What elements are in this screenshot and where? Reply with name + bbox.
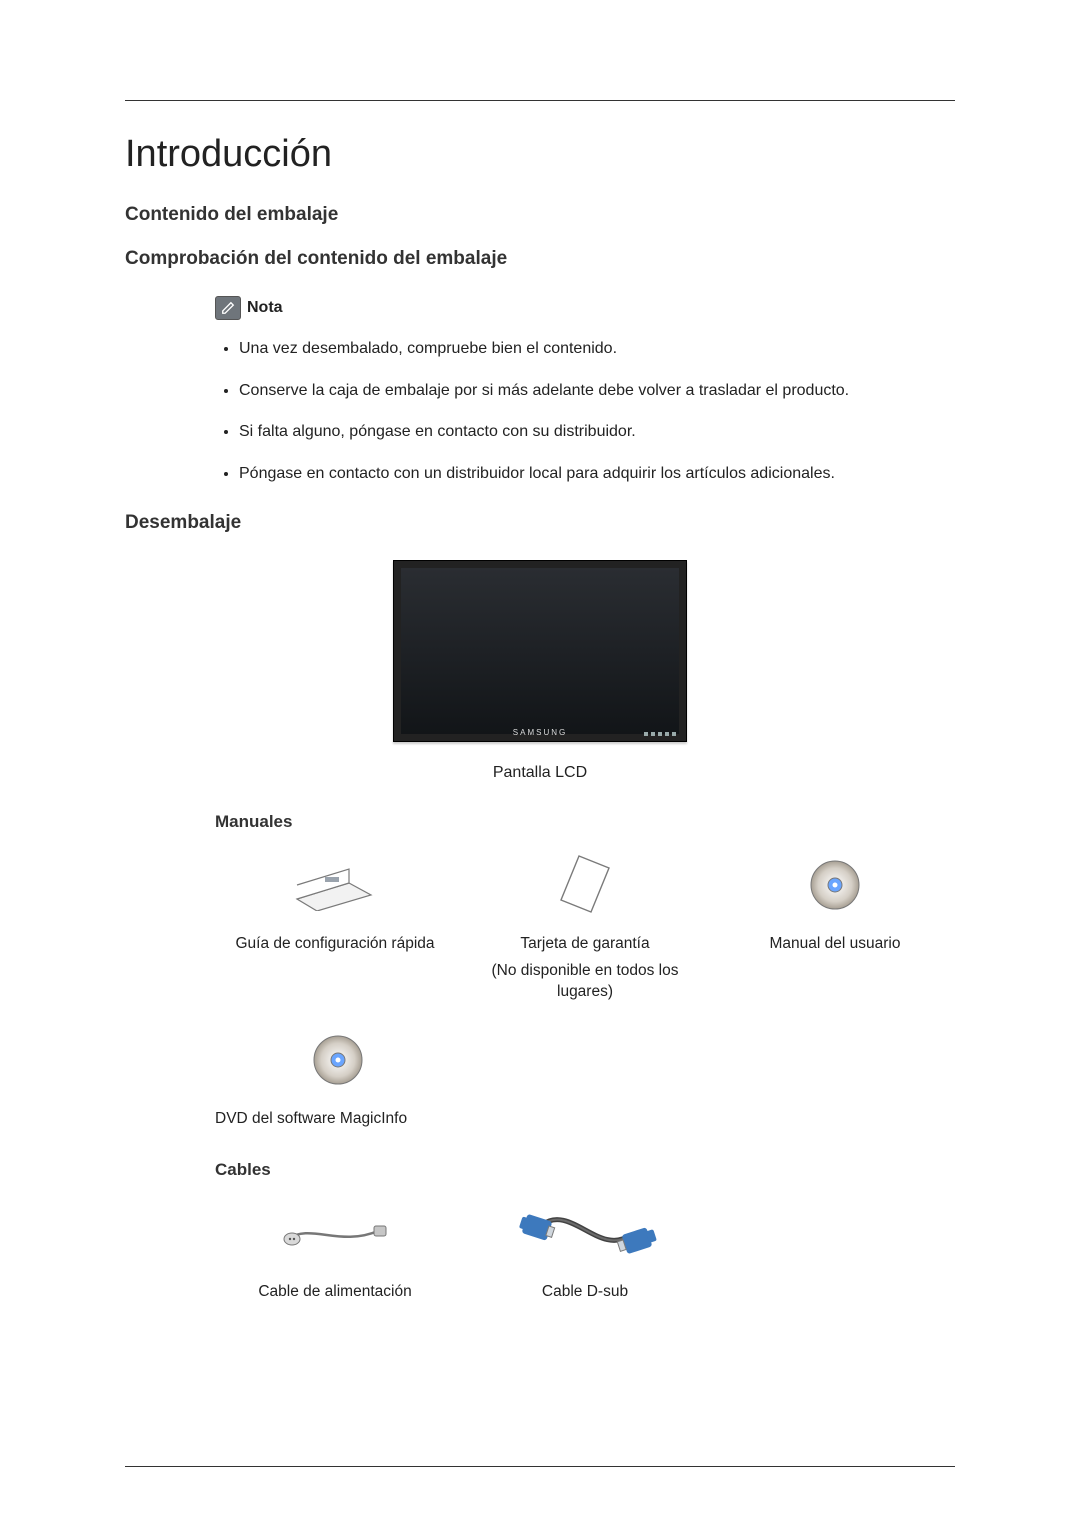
dsub-cable-icon <box>465 1198 705 1268</box>
page-title: Introducción <box>125 133 955 176</box>
manual-item: Manual del usuario <box>715 850 955 1003</box>
cable-label: Cable de alimentación <box>215 1282 455 1303</box>
quick-setup-guide-icon <box>215 850 455 920</box>
warranty-card-icon <box>465 850 705 920</box>
note-item: Póngase en contacto con un distribuidor … <box>239 463 955 485</box>
note-list: Una vez desembalado, compruebe bien el c… <box>215 338 955 484</box>
cables-heading: Cables <box>215 1160 955 1180</box>
subsection-comprobacion: Comprobación del contenido del embalaje <box>125 248 955 270</box>
note-icon <box>215 296 241 320</box>
lcd-caption: Pantalla LCD <box>125 764 955 782</box>
magicinfo-dvd-icon <box>215 1025 462 1095</box>
note-item: Conserve la caja de embalaje por si más … <box>239 380 955 402</box>
manual-label: Guía de configuración rápida <box>215 934 455 955</box>
top-rule <box>125 100 955 101</box>
manuals-heading: Manuales <box>215 812 955 832</box>
note-item: Una vez desembalado, compruebe bien el c… <box>239 338 955 360</box>
manual-sublabel: (No disponible en todos los lugares) <box>465 961 705 1003</box>
cable-item: Cable de alimentación <box>215 1198 455 1303</box>
user-manual-cd-icon <box>715 850 955 920</box>
cable-item: Cable D-sub <box>465 1198 705 1303</box>
manual-label: Manual del usuario <box>715 934 955 955</box>
lcd-monitor-image: SAMSUNG <box>393 560 687 742</box>
manual-item: Tarjeta de garantía (No disponible en to… <box>465 850 705 1003</box>
section-contenido-embalaje: Contenido del embalaje <box>125 204 955 226</box>
manual-label: Tarjeta de garantía <box>465 934 705 955</box>
manual-item: DVD del software MagicInfo <box>215 1025 462 1130</box>
note-item: Si falta alguno, póngase en contacto con… <box>239 421 955 443</box>
manual-item: Guía de configuración rápida <box>215 850 455 1003</box>
cable-label: Cable D-sub <box>465 1282 705 1303</box>
lcd-brand-label: SAMSUNG <box>513 728 567 737</box>
bottom-rule <box>125 1466 955 1467</box>
subsection-desembalaje: Desembalaje <box>125 512 955 534</box>
note-label: Nota <box>247 299 283 317</box>
manual-label: DVD del software MagicInfo <box>215 1109 462 1130</box>
power-cable-icon <box>215 1198 455 1268</box>
